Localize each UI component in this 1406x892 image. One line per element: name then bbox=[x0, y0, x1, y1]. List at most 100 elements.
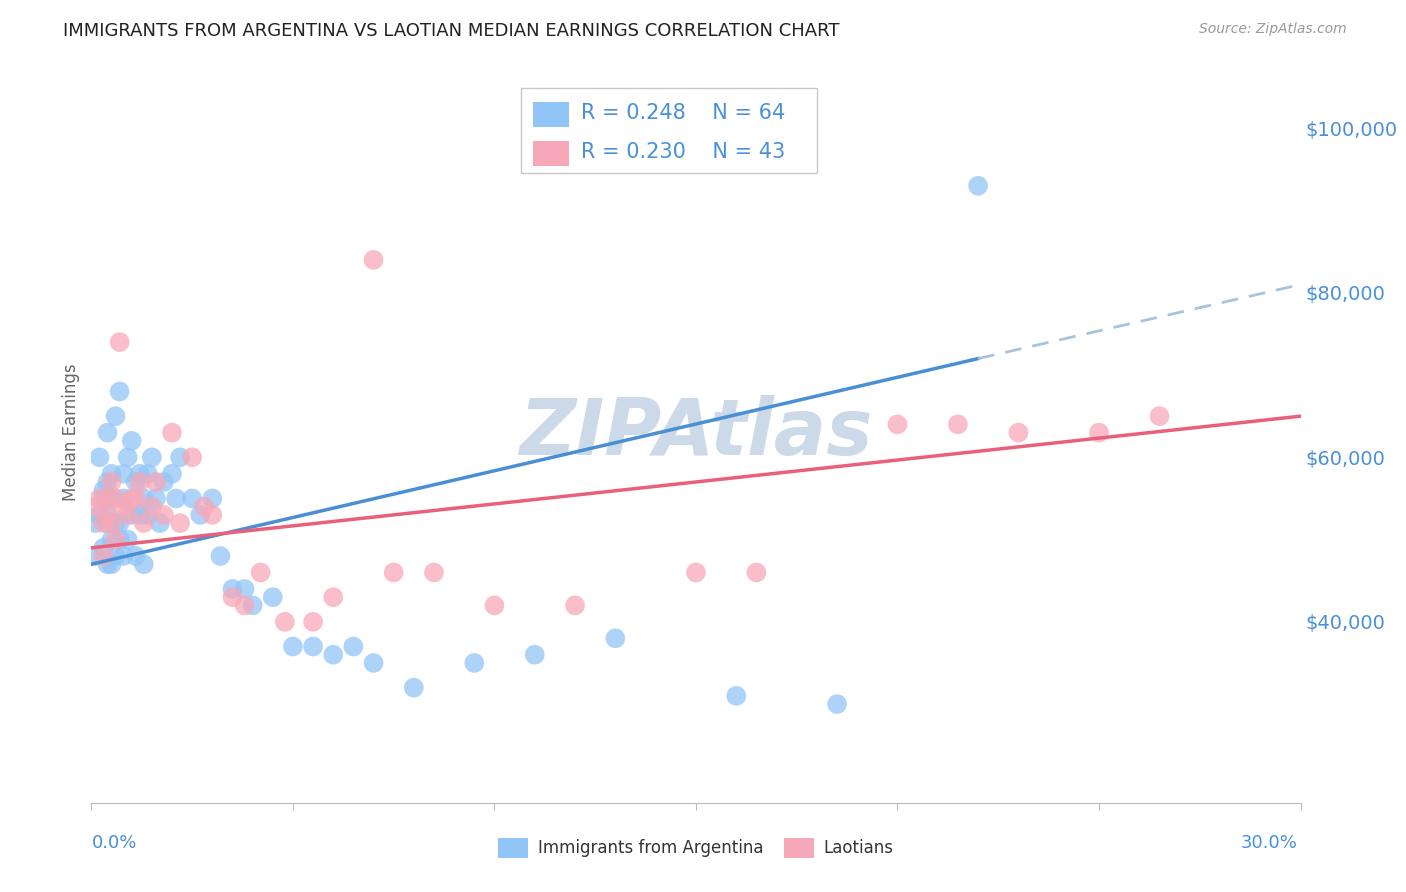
Point bbox=[153, 475, 176, 489]
Point bbox=[117, 508, 139, 522]
Point bbox=[121, 434, 143, 448]
Point bbox=[100, 467, 122, 481]
Point bbox=[160, 425, 183, 440]
Point bbox=[100, 516, 122, 530]
Point bbox=[1149, 409, 1171, 424]
Point bbox=[96, 491, 118, 506]
Point bbox=[274, 615, 297, 629]
Y-axis label: Median Earnings: Median Earnings bbox=[62, 364, 80, 501]
Point bbox=[169, 516, 191, 530]
Point bbox=[342, 640, 364, 654]
Point bbox=[221, 590, 243, 604]
Point bbox=[322, 648, 344, 662]
Point bbox=[201, 491, 224, 506]
Point bbox=[96, 516, 118, 530]
Point bbox=[262, 590, 284, 604]
Point bbox=[121, 508, 143, 522]
FancyBboxPatch shape bbox=[520, 88, 817, 173]
Point bbox=[302, 615, 325, 629]
Point bbox=[93, 483, 115, 498]
Point bbox=[967, 178, 990, 193]
Point bbox=[946, 417, 969, 432]
Point bbox=[104, 516, 127, 530]
Point bbox=[96, 475, 118, 489]
Point bbox=[128, 475, 150, 489]
Text: 0.0%: 0.0% bbox=[91, 834, 136, 852]
Point bbox=[145, 491, 167, 506]
Point bbox=[249, 566, 271, 580]
Point bbox=[233, 582, 256, 596]
Point bbox=[121, 491, 143, 506]
Bar bbox=[533, 141, 569, 166]
Point bbox=[112, 500, 135, 514]
Point bbox=[145, 475, 167, 489]
Point bbox=[117, 533, 139, 547]
Point bbox=[112, 467, 135, 481]
Point bbox=[96, 508, 118, 522]
Point bbox=[886, 417, 908, 432]
Point bbox=[104, 491, 127, 506]
Point bbox=[125, 475, 148, 489]
Point bbox=[108, 516, 131, 530]
Point bbox=[132, 491, 155, 506]
Point bbox=[825, 697, 848, 711]
Point bbox=[221, 582, 243, 596]
Point bbox=[128, 508, 150, 522]
Point bbox=[132, 558, 155, 572]
Point bbox=[685, 566, 707, 580]
Point bbox=[108, 533, 131, 547]
Point bbox=[89, 508, 111, 522]
Point bbox=[281, 640, 304, 654]
Point bbox=[181, 491, 204, 506]
Point bbox=[96, 558, 118, 572]
Legend: Immigrants from Argentina, Laotians: Immigrants from Argentina, Laotians bbox=[492, 831, 900, 865]
Point bbox=[169, 450, 191, 465]
Point bbox=[136, 508, 159, 522]
Point bbox=[141, 500, 163, 514]
Point bbox=[96, 425, 118, 440]
Point bbox=[149, 516, 172, 530]
Point bbox=[484, 599, 506, 613]
Text: ZIPAtlas: ZIPAtlas bbox=[519, 394, 873, 471]
Point bbox=[302, 640, 325, 654]
Point bbox=[363, 656, 385, 670]
Bar bbox=[533, 102, 569, 127]
Text: 30.0%: 30.0% bbox=[1241, 834, 1298, 852]
Point bbox=[100, 475, 122, 489]
Point bbox=[125, 549, 148, 563]
Point bbox=[160, 467, 183, 481]
Point bbox=[193, 500, 215, 514]
Point bbox=[125, 491, 148, 506]
Point bbox=[128, 467, 150, 481]
Text: IMMIGRANTS FROM ARGENTINA VS LAOTIAN MEDIAN EARNINGS CORRELATION CHART: IMMIGRANTS FROM ARGENTINA VS LAOTIAN MED… bbox=[63, 22, 839, 40]
Point bbox=[181, 450, 204, 465]
Point bbox=[201, 508, 224, 522]
Point bbox=[423, 566, 446, 580]
Point bbox=[1007, 425, 1029, 440]
Point bbox=[93, 516, 115, 530]
Text: R = 0.248    N = 64: R = 0.248 N = 64 bbox=[581, 103, 786, 123]
Point bbox=[233, 599, 256, 613]
Point bbox=[100, 558, 122, 572]
Point bbox=[108, 384, 131, 399]
Point bbox=[93, 491, 115, 506]
Point bbox=[89, 491, 111, 506]
Point bbox=[745, 566, 768, 580]
Point bbox=[382, 566, 405, 580]
Point bbox=[153, 508, 176, 522]
Point bbox=[402, 681, 425, 695]
Point bbox=[242, 599, 264, 613]
Point bbox=[96, 508, 118, 522]
Point bbox=[136, 467, 159, 481]
Point bbox=[209, 549, 232, 563]
Point bbox=[141, 450, 163, 465]
Point bbox=[104, 533, 127, 547]
Text: R = 0.230    N = 43: R = 0.230 N = 43 bbox=[581, 142, 786, 162]
Text: Source: ZipAtlas.com: Source: ZipAtlas.com bbox=[1199, 22, 1347, 37]
Point bbox=[725, 689, 748, 703]
Point bbox=[89, 450, 111, 465]
Point bbox=[605, 632, 627, 646]
Point bbox=[188, 508, 211, 522]
Point bbox=[84, 500, 107, 514]
Point bbox=[363, 252, 385, 267]
